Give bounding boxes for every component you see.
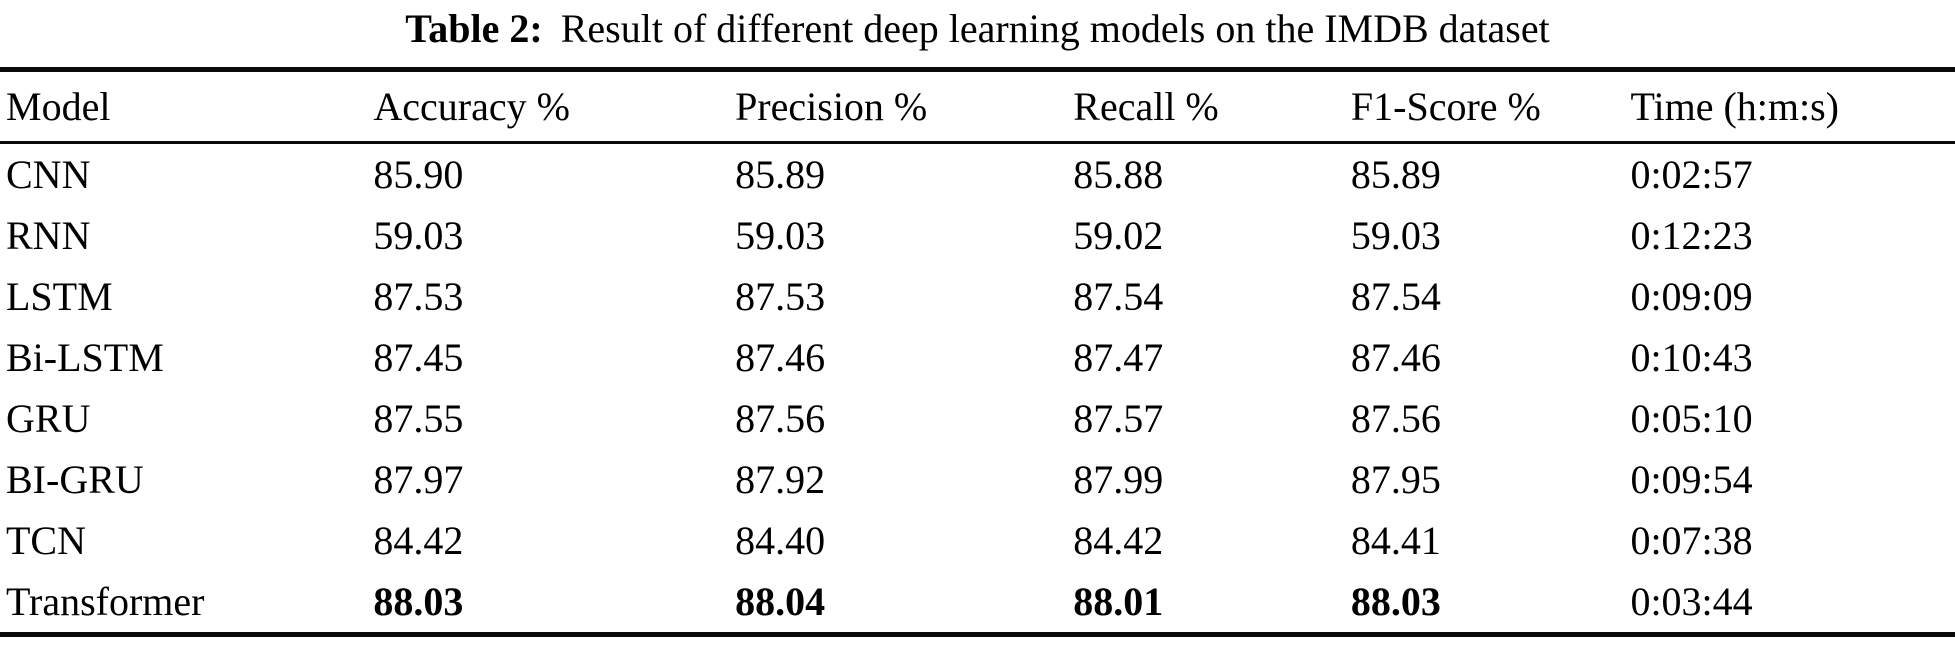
cell-recall: 87.57 bbox=[1073, 396, 1164, 441]
cell-model: BI-GRU bbox=[6, 457, 144, 502]
cell-accuracy: 87.55 bbox=[373, 396, 464, 441]
cell-accuracy: 84.42 bbox=[373, 518, 464, 563]
cell-f1score: 84.41 bbox=[1350, 518, 1441, 563]
cell-f1score: 88.03 bbox=[1350, 579, 1441, 624]
table-row: BI-GRU 87.97 87.92 87.99 87.95 0:09:54 bbox=[0, 449, 1955, 510]
cell-model: Bi-LSTM bbox=[6, 335, 164, 380]
table-row: CNN 85.90 85.89 85.88 85.89 0:02:57 bbox=[0, 143, 1955, 206]
cell-time: 0:09:54 bbox=[1630, 457, 1753, 502]
column-header-f1score: F1-Score % bbox=[1350, 69, 1631, 144]
cell-time: 0:07:38 bbox=[1630, 518, 1753, 563]
cell-recall: 87.99 bbox=[1073, 457, 1164, 502]
cell-precision: 87.53 bbox=[735, 274, 826, 319]
column-header-time: Time (h:m:s) bbox=[1630, 69, 1955, 144]
cell-accuracy: 87.97 bbox=[373, 457, 464, 502]
cell-time: 0:03:44 bbox=[1630, 579, 1753, 624]
cell-accuracy: 87.45 bbox=[373, 335, 464, 380]
cell-precision: 88.04 bbox=[735, 579, 826, 624]
cell-f1score: 59.03 bbox=[1350, 213, 1441, 258]
table-body: CNN 85.90 85.89 85.88 85.89 0:02:57 RNN … bbox=[0, 143, 1955, 635]
column-header-recall: Recall % bbox=[1073, 69, 1351, 144]
cell-f1score: 87.95 bbox=[1350, 457, 1441, 502]
table-caption-text: Result of different deep learning models… bbox=[560, 6, 1550, 51]
cell-precision: 87.56 bbox=[735, 396, 826, 441]
cell-f1score: 85.89 bbox=[1350, 152, 1441, 197]
cell-recall: 84.42 bbox=[1073, 518, 1164, 563]
table-caption: Table 2: Result of different deep learnin… bbox=[0, 0, 1955, 53]
cell-precision: 85.89 bbox=[735, 152, 826, 197]
cell-time: 0:10:43 bbox=[1630, 335, 1753, 380]
cell-time: 0:02:57 bbox=[1630, 152, 1753, 197]
cell-recall: 85.88 bbox=[1073, 152, 1164, 197]
cell-precision: 87.46 bbox=[735, 335, 826, 380]
cell-precision: 87.92 bbox=[735, 457, 826, 502]
table-row: TCN 84.42 84.40 84.42 84.41 0:07:38 bbox=[0, 510, 1955, 571]
table-row: GRU 87.55 87.56 87.57 87.56 0:05:10 bbox=[0, 388, 1955, 449]
cell-accuracy: 85.90 bbox=[373, 152, 464, 197]
cell-model: LSTM bbox=[6, 274, 113, 319]
table-row: RNN 59.03 59.03 59.02 59.03 0:12:23 bbox=[0, 205, 1955, 266]
cell-accuracy: 88.03 bbox=[373, 579, 464, 624]
table-row: LSTM 87.53 87.53 87.54 87.54 0:09:09 bbox=[0, 266, 1955, 327]
cell-recall: 59.02 bbox=[1073, 213, 1164, 258]
table-row: Transformer 88.03 88.04 88.01 88.03 0:03… bbox=[0, 571, 1955, 635]
cell-accuracy: 59.03 bbox=[373, 213, 464, 258]
cell-f1score: 87.56 bbox=[1350, 396, 1441, 441]
column-header-accuracy: Accuracy % bbox=[373, 69, 736, 144]
table-caption-label: Table 2: bbox=[405, 6, 543, 51]
cell-model: CNN bbox=[6, 152, 91, 197]
results-table: Model Accuracy % Precision % Recall % F1… bbox=[0, 67, 1955, 637]
cell-f1score: 87.54 bbox=[1350, 274, 1441, 319]
cell-recall: 88.01 bbox=[1073, 579, 1164, 624]
cell-model: RNN bbox=[6, 213, 91, 258]
cell-model: GRU bbox=[6, 396, 91, 441]
cell-precision: 59.03 bbox=[735, 213, 826, 258]
cell-time: 0:05:10 bbox=[1630, 396, 1753, 441]
cell-precision: 84.40 bbox=[735, 518, 826, 563]
cell-model: TCN bbox=[6, 518, 86, 563]
column-header-model: Model bbox=[0, 69, 374, 144]
cell-model: Transformer bbox=[6, 579, 205, 624]
table-row: Bi-LSTM 87.45 87.46 87.47 87.46 0:10:43 bbox=[0, 327, 1955, 388]
column-header-precision: Precision % bbox=[735, 69, 1074, 144]
cell-recall: 87.54 bbox=[1073, 274, 1164, 319]
cell-f1score: 87.46 bbox=[1350, 335, 1441, 380]
cell-time: 0:12:23 bbox=[1630, 213, 1753, 258]
cell-accuracy: 87.53 bbox=[373, 274, 464, 319]
cell-time: 0:09:09 bbox=[1630, 274, 1753, 319]
cell-recall: 87.47 bbox=[1073, 335, 1164, 380]
header-row: Model Accuracy % Precision % Recall % F1… bbox=[0, 69, 1955, 144]
